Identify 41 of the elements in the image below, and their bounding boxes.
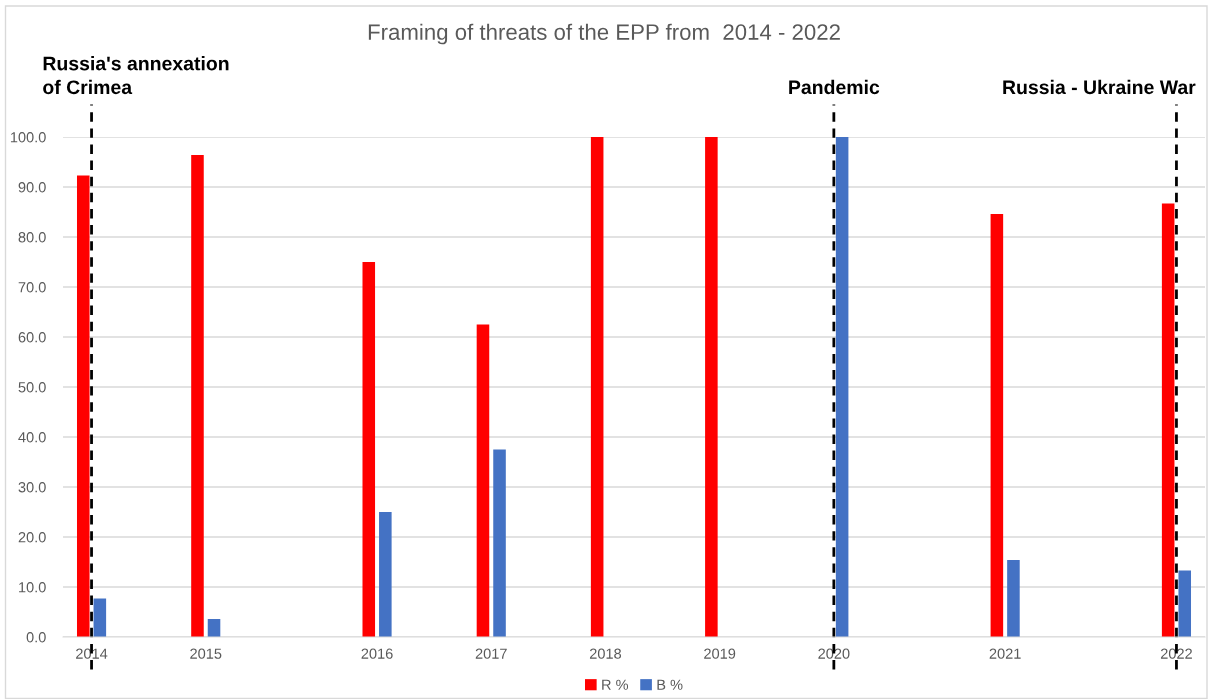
bar — [1007, 560, 1020, 637]
y-tick-label: 80.0 — [18, 232, 46, 243]
ref-line-label: Russia - Ukraine War — [1003, 79, 1196, 95]
bar — [590, 137, 604, 637]
y-tick-label: 30.0 — [18, 482, 46, 493]
ref-line-label: Russia's annexation of Crimea — [43, 56, 229, 95]
y-tick-label: 70.0 — [18, 282, 46, 293]
bar — [1161, 203, 1175, 637]
bar — [493, 449, 506, 637]
y-tick-label: 100.0 — [10, 132, 46, 143]
bar — [705, 137, 718, 637]
bar — [191, 155, 204, 637]
bar — [379, 512, 392, 637]
x-tick-label: 2015 — [190, 648, 222, 659]
y-tick-label: 20.0 — [18, 532, 46, 543]
chart-title: Framing of threats of the EPP from 2014 - 2022 — [368, 23, 840, 45]
bar — [93, 598, 107, 637]
x-tick-label: 2021 — [989, 648, 1021, 659]
x-tick-label: 2016 — [361, 648, 393, 659]
y-tick-label: 10.0 — [19, 582, 46, 593]
y-tick-label: 60.0 — [18, 332, 46, 343]
legend-label: R % — [602, 679, 629, 690]
y-tick-label: 90.0 — [18, 182, 46, 193]
bar — [76, 175, 90, 637]
bar — [835, 137, 849, 637]
x-tick-label: 2017 — [475, 648, 507, 659]
x-tick-label: 2019 — [704, 648, 736, 659]
bar — [1178, 570, 1192, 637]
bar — [476, 324, 490, 637]
legend-label: B % — [657, 679, 683, 690]
bar — [362, 262, 376, 637]
y-tick-label: 50.0 — [18, 382, 46, 393]
bar — [207, 619, 221, 637]
x-tick-label: 2022 — [1160, 648, 1192, 659]
bar — [990, 214, 1004, 637]
y-tick-label: 0.0 — [26, 632, 46, 643]
x-tick-label: 2014 — [76, 648, 108, 659]
x-tick-label: 2018 — [589, 648, 622, 659]
x-tick-label: 2020 — [818, 648, 850, 659]
ref-line-label: Pandemic — [789, 79, 880, 95]
y-tick-label: 40.0 — [18, 432, 46, 443]
